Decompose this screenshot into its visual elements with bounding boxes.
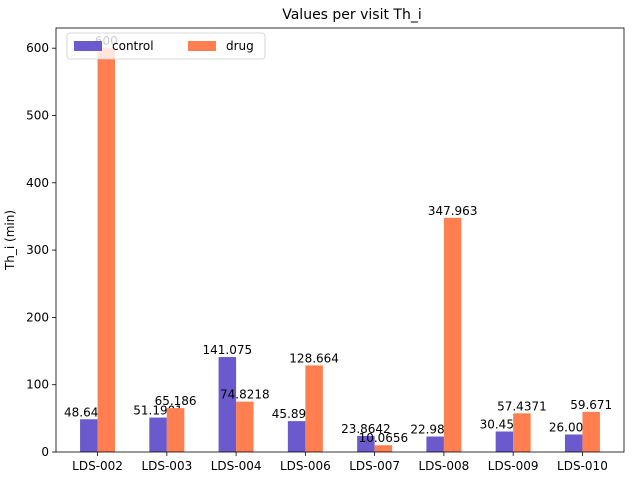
x-tick-label-LDS-010: LDS-010 bbox=[557, 459, 608, 473]
bar-control-LDS-007 bbox=[357, 435, 375, 452]
data-label-drug-LDS-006: 128.664 bbox=[289, 351, 339, 365]
data-label-control-LDS-004: 141.075 bbox=[203, 343, 253, 357]
x-tick-label-LDS-008: LDS-008 bbox=[419, 459, 470, 473]
bar-drug-LDS-004 bbox=[236, 401, 254, 452]
y-axis-label: Th_i (min) bbox=[3, 210, 17, 271]
x-tick-label-LDS-002: LDS-002 bbox=[72, 459, 123, 473]
legend-label-drug: drug bbox=[226, 39, 254, 53]
bar-control-LDS-006 bbox=[287, 421, 306, 452]
data-label-drug-LDS-003: 65.186 bbox=[155, 394, 197, 408]
legend-swatch-control bbox=[74, 41, 102, 51]
legend bbox=[66, 32, 266, 60]
bar-drug-LDS-003 bbox=[166, 408, 185, 452]
x-tick-label-LDS-004: LDS-004 bbox=[211, 459, 262, 473]
bar-control-LDS-004 bbox=[218, 357, 237, 452]
y-tick-label-200: 200 bbox=[26, 310, 49, 324]
bar-drug-LDS-010 bbox=[582, 411, 600, 452]
x-tick-label-LDS-007: LDS-007 bbox=[349, 459, 400, 473]
bar-control-LDS-009 bbox=[495, 431, 514, 452]
bar-drug-LDS-008 bbox=[443, 217, 462, 452]
x-tick-label-LDS-006: LDS-006 bbox=[280, 459, 331, 473]
x-tick-label-LDS-003: LDS-003 bbox=[141, 459, 192, 473]
legend-swatch-drug bbox=[188, 41, 216, 51]
y-tick-label-0: 0 bbox=[41, 445, 49, 459]
data-label-drug-LDS-008: 347.963 bbox=[428, 204, 478, 218]
y-tick-label-100: 100 bbox=[26, 378, 49, 392]
data-label-drug-LDS-007: 10.0656 bbox=[359, 431, 409, 445]
bar-control-LDS-008 bbox=[426, 436, 444, 452]
bar-drug-LDS-007 bbox=[374, 445, 393, 452]
chart-title: Values per visit Th_i bbox=[282, 7, 422, 23]
bar-control-LDS-010 bbox=[564, 434, 583, 452]
y-tick-label-400: 400 bbox=[26, 176, 49, 190]
bar-control-LDS-003 bbox=[149, 417, 167, 452]
bar-control-LDS-002 bbox=[80, 419, 98, 452]
data-label-drug-LDS-010: 59.671 bbox=[570, 398, 612, 412]
axes-frame bbox=[55, 27, 625, 453]
bar-drug-LDS-002 bbox=[97, 48, 116, 452]
bar-drug-LDS-006 bbox=[305, 365, 323, 452]
x-tick-label-LDS-009: LDS-009 bbox=[488, 459, 539, 473]
data-label-control-LDS-007: 23.8642 bbox=[341, 422, 391, 436]
data-label-drug-LDS-009: 57.4371 bbox=[497, 399, 547, 413]
y-tick-label-600: 600 bbox=[26, 41, 49, 55]
y-tick-label-500: 500 bbox=[26, 108, 49, 122]
y-tick-label-300: 300 bbox=[26, 243, 49, 257]
legend-label-control: control bbox=[112, 39, 154, 53]
bar-drug-LDS-009 bbox=[513, 413, 531, 452]
data-label-drug-LDS-004: 74.8218 bbox=[220, 388, 270, 402]
